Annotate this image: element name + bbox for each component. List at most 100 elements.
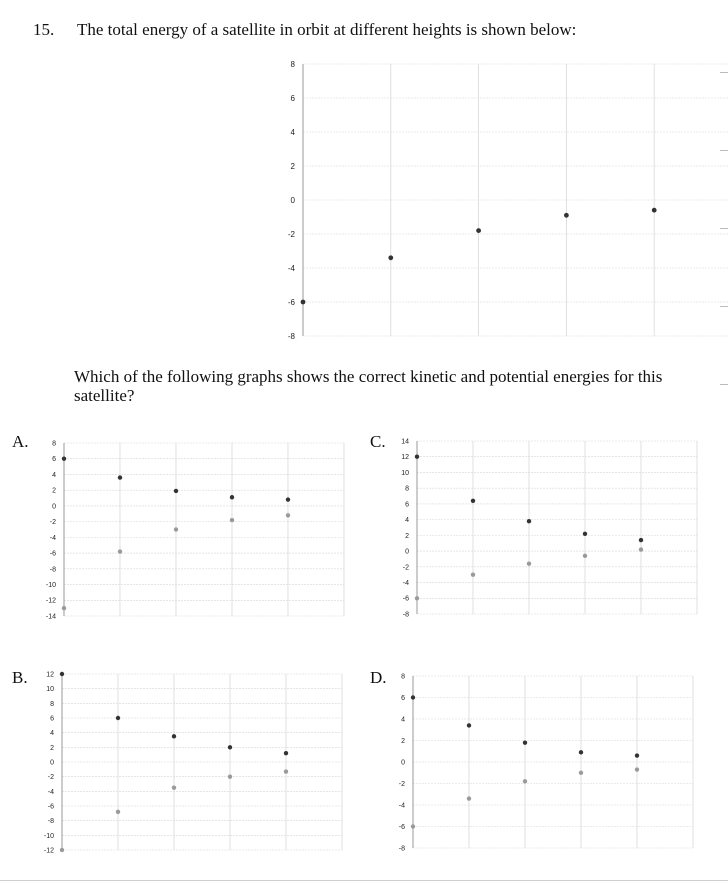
data-point — [171, 785, 177, 790]
y-tick-label: -14 — [46, 613, 56, 620]
y-tick-label: -8 — [50, 566, 56, 573]
y-tick-label: 4 — [52, 472, 56, 479]
data-point — [522, 779, 528, 784]
y-tick-label: 0 — [401, 759, 405, 766]
y-tick-label: -12 — [46, 598, 56, 605]
option-c-label[interactable]: C. — [370, 432, 386, 451]
option-b-chart[interactable]: 12 10 8 6 4 2 0 -2 -4 -6 -8 -10 -12 — [28, 668, 363, 860]
data-point — [410, 695, 416, 700]
y-tick-label: -10 — [46, 582, 56, 589]
data-point — [61, 605, 67, 611]
y-tick-label: 2 — [405, 533, 409, 540]
data-point — [388, 255, 394, 261]
data-point — [61, 456, 67, 461]
data-point — [564, 212, 569, 218]
y-tick-label: 14 — [401, 438, 409, 445]
y-tick-label: 10 — [401, 470, 409, 477]
option-b-label[interactable]: B. — [12, 668, 28, 687]
data-point — [283, 751, 289, 756]
y-tick-label: -8 — [399, 845, 405, 852]
y-tick-label: -6 — [403, 596, 409, 603]
data-point — [173, 488, 179, 494]
data-point — [578, 770, 584, 775]
data-point — [229, 517, 235, 523]
y-tick-label: -4 — [399, 802, 405, 809]
main-energy-chart: 8 6 4 2 0 -2 -4 -6 -8 — [288, 60, 728, 341]
question-prompt: Which of the following graphs shows the … — [74, 367, 663, 405]
data-point — [638, 537, 644, 543]
grid — [416, 440, 698, 615]
y-tick-label: 2 — [52, 488, 56, 495]
y-tick-label: -8 — [48, 818, 54, 825]
y-tick-label: -6 — [399, 824, 405, 831]
data-point — [300, 299, 306, 305]
data-point — [466, 723, 472, 728]
question-number: 15. — [33, 20, 55, 39]
data-point — [117, 475, 123, 480]
y-tick-label: -4 — [50, 535, 56, 542]
data-point — [173, 527, 179, 532]
y-tick-label: 2 — [291, 162, 296, 171]
option-a-chart[interactable]: 8 6 4 2 0 -2 -4 -6 -8 -10 -12 -14 — [28, 436, 363, 626]
data-point — [283, 769, 289, 774]
y-tick-label: 12 — [401, 454, 409, 461]
y-tick-label: 8 — [52, 440, 56, 447]
right-edge-marks — [718, 0, 728, 884]
y-tick-label: 4 — [291, 128, 296, 137]
data-point — [526, 519, 532, 524]
data-point — [227, 745, 233, 750]
data-point — [582, 531, 588, 536]
y-tick-label: 2 — [401, 738, 405, 745]
option-d-label[interactable]: D. — [370, 668, 387, 687]
y-tick-label: 6 — [50, 715, 54, 722]
y-tick-label: -4 — [48, 789, 54, 796]
y-tick-label: 8 — [405, 486, 409, 493]
data-point — [470, 572, 476, 577]
y-tick-label: 0 — [291, 196, 296, 205]
y-tick-label: 0 — [405, 549, 409, 556]
data-point — [115, 715, 121, 721]
data-point — [285, 513, 291, 518]
y-tick-label: 6 — [291, 94, 296, 103]
data-point — [582, 553, 588, 559]
data-point — [59, 847, 65, 853]
y-tick-label: 6 — [405, 501, 409, 508]
question-stem: The total energy of a satellite in orbit… — [77, 20, 577, 39]
y-tick-label: -2 — [50, 519, 56, 526]
y-tick-label: -8 — [288, 332, 296, 341]
data-point — [117, 549, 123, 554]
data-point — [476, 228, 481, 234]
y-tick-label: 6 — [401, 695, 405, 702]
y-tick-label: 4 — [405, 517, 409, 524]
data-point — [638, 547, 644, 552]
data-point — [470, 498, 476, 503]
y-tick-label: 4 — [401, 716, 405, 723]
data-point — [526, 561, 532, 566]
data-point — [578, 750, 584, 755]
data-point — [410, 824, 416, 829]
data-point — [171, 734, 177, 739]
data-point — [414, 454, 420, 459]
data-point — [466, 796, 472, 801]
data-point — [115, 809, 121, 815]
y-tick-label: 12 — [46, 671, 54, 678]
y-tick-label: 4 — [50, 730, 54, 737]
y-tick-label: 8 — [291, 60, 296, 69]
grid — [302, 63, 728, 337]
data-point — [227, 774, 233, 779]
data-point — [522, 740, 528, 745]
data-point — [414, 596, 420, 601]
option-a-label[interactable]: A. — [12, 432, 29, 451]
option-d-chart[interactable]: 8 6 4 2 0 -2 -4 -6 -8 — [395, 670, 728, 860]
y-tick-label: 8 — [401, 673, 405, 680]
y-tick-label: -2 — [403, 564, 409, 571]
y-tick-label: -2 — [288, 230, 296, 239]
data-point — [229, 495, 235, 500]
y-tick-label: 2 — [50, 745, 54, 752]
grid — [412, 675, 694, 849]
y-tick-label: -6 — [50, 551, 56, 558]
y-tick-label: -12 — [44, 847, 54, 854]
y-tick-label: 0 — [52, 503, 56, 510]
option-c-chart[interactable]: 14 12 10 8 6 4 2 0 -2 -4 -6 -8 — [395, 434, 728, 624]
data-point — [59, 671, 65, 677]
